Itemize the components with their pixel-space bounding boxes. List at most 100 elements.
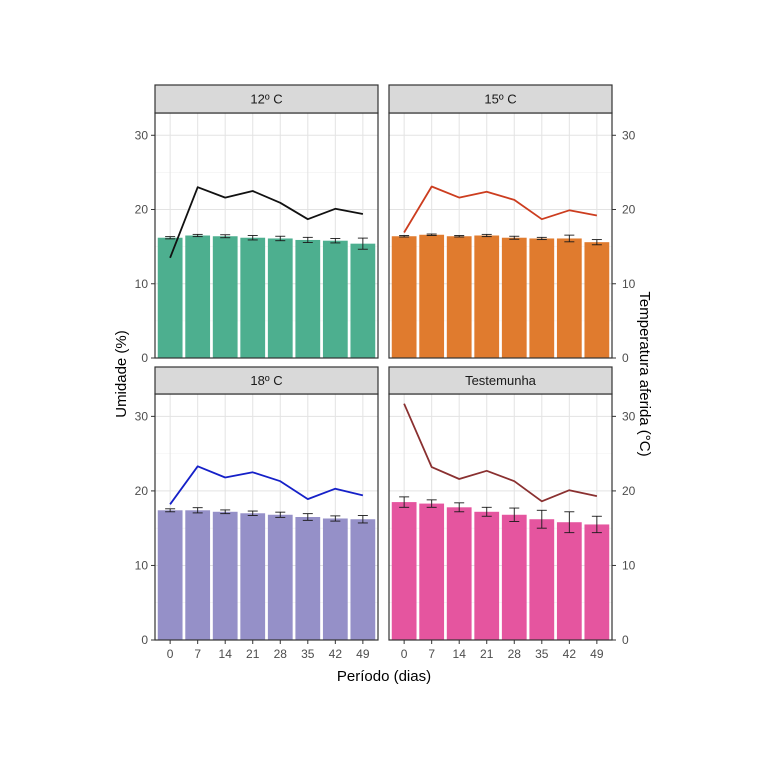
bar-49	[350, 519, 376, 640]
strip-label: 12º C	[250, 92, 282, 107]
strip-background	[388, 366, 613, 395]
y-tick-label-right: 20	[622, 484, 636, 498]
error-bar-7	[192, 233, 203, 238]
strip-background	[154, 366, 379, 395]
strip-label: Testemunha	[465, 373, 537, 388]
error-bar-42	[330, 238, 341, 244]
error-bar-49	[357, 515, 368, 524]
error-bar-7	[426, 233, 437, 236]
x-tick-label: 49	[356, 647, 370, 661]
temperature-line	[403, 403, 598, 503]
panel-2: 15º C 0 10 20 30	[388, 84, 636, 365]
y-tick-label: 10	[135, 558, 149, 572]
error-bar-21	[481, 233, 492, 238]
error-bar-14	[454, 235, 465, 238]
error-bar-0	[165, 236, 176, 240]
error-bar-14	[220, 234, 231, 239]
y-tick-label: 20	[135, 203, 149, 217]
error-bar-14	[220, 509, 231, 515]
x-tick-label: 0	[167, 647, 174, 661]
strip-background	[154, 84, 379, 114]
y-tick-label-right: 30	[622, 409, 636, 423]
error-bar-49	[591, 515, 602, 534]
y-tick-label-right: 30	[622, 128, 636, 142]
bar-0	[391, 236, 417, 358]
strip-label: 15º C	[484, 92, 516, 107]
bar-14	[212, 511, 238, 640]
error-bar-49	[357, 237, 368, 250]
bar-21	[474, 235, 500, 358]
x-tick-label: 28	[508, 647, 522, 661]
bar-42	[556, 238, 582, 358]
error-bar-49	[591, 239, 602, 246]
error-bar-35	[536, 236, 547, 241]
bar-35	[295, 517, 321, 640]
bar-28	[267, 514, 293, 640]
bar-49	[350, 243, 376, 358]
error-bar-28	[275, 511, 286, 518]
error-bar-28	[509, 507, 520, 522]
error-bar-42	[564, 234, 575, 243]
x-tick-label: 21	[480, 647, 494, 661]
error-bar-28	[509, 235, 520, 240]
error-bar-21	[247, 510, 258, 516]
panels-layer: 12º C 0 10 20 30 15º C 0 10 20 30 18º C 0 10 20 30 0 7 14…	[135, 84, 636, 661]
x-tick-label: 35	[535, 647, 549, 661]
x-tick-label: 21	[246, 647, 260, 661]
bar-49	[584, 242, 610, 358]
bar-42	[322, 240, 348, 358]
y-tick-label: 30	[135, 128, 149, 142]
x-axis-title: Período (dias)	[337, 668, 431, 685]
y-tick-label-right: 0	[622, 633, 629, 647]
bar-28	[501, 514, 527, 640]
bar-35	[529, 238, 555, 358]
x-tick-label: 0	[401, 647, 408, 661]
y-tick-label: 30	[135, 409, 149, 423]
temperature-line	[169, 465, 364, 505]
bar-35	[529, 519, 555, 640]
bar-28	[267, 238, 293, 358]
y-tick-label: 0	[141, 351, 148, 365]
x-tick-label: 14	[453, 647, 467, 661]
x-tick-label: 7	[428, 647, 435, 661]
error-bar-42	[564, 511, 575, 534]
error-bar-35	[302, 513, 313, 521]
error-bar-42	[330, 515, 341, 522]
bar-21	[474, 511, 500, 640]
error-bar-21	[481, 506, 492, 517]
bar-21	[240, 237, 266, 358]
bar-42	[322, 518, 348, 640]
bar-14	[212, 236, 238, 358]
y-axis-title-right: Temperatura aferida (°C)	[636, 291, 653, 456]
y-tick-label: 20	[135, 484, 149, 498]
bar-35	[295, 239, 321, 358]
error-bar-21	[247, 235, 258, 241]
panel-1: 12º C 0 10 20 30	[135, 84, 379, 365]
bar-7	[419, 503, 445, 640]
x-tick-label: 49	[590, 647, 604, 661]
y-tick-label: 10	[135, 277, 149, 291]
error-bar-7	[426, 499, 437, 508]
y-tick-label-right: 20	[622, 203, 636, 217]
x-tick-label: 42	[563, 647, 577, 661]
y-tick-label-right: 10	[622, 277, 636, 291]
bar-14	[446, 507, 472, 640]
panel-4: Testemunha 0 10 20 30 0 7 14 21 28 35 42 49	[388, 366, 636, 661]
x-tick-label: 28	[274, 647, 288, 661]
strip-background	[388, 84, 613, 114]
bar-7	[419, 234, 445, 358]
error-bar-0	[165, 508, 176, 513]
error-bar-0	[399, 496, 410, 508]
error-bar-28	[275, 235, 286, 242]
bar-14	[446, 236, 472, 358]
y-axis-title-left: Umidade (%)	[113, 330, 130, 418]
bar-0	[391, 502, 417, 640]
strip-label: 18º C	[250, 373, 282, 388]
y-tick-label: 0	[141, 633, 148, 647]
x-tick-label: 42	[329, 647, 343, 661]
x-tick-label: 35	[301, 647, 315, 661]
error-bar-14	[454, 502, 465, 513]
y-tick-label-right: 10	[622, 558, 636, 572]
error-bar-35	[302, 236, 313, 244]
bar-49	[584, 524, 610, 640]
